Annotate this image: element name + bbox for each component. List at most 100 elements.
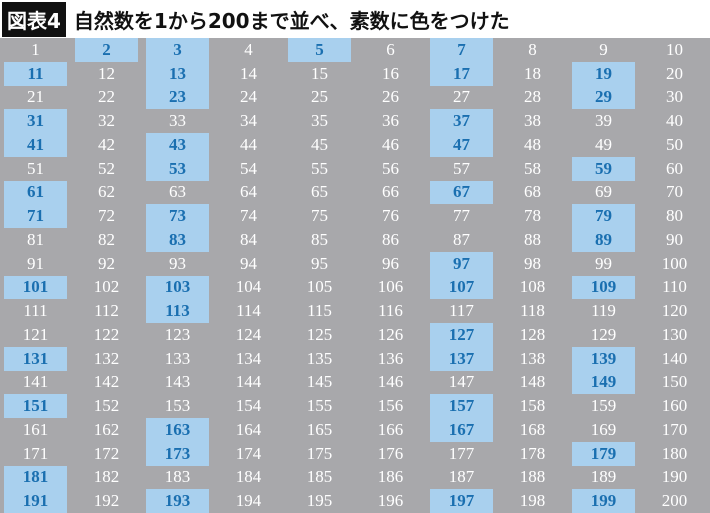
number-cell: 65 — [311, 182, 328, 202]
number-cell: 64 — [240, 182, 257, 202]
number-cell: 192 — [93, 491, 120, 511]
number-cell: 54 — [240, 158, 257, 178]
number-cell: 69 — [595, 182, 612, 202]
number-cell: 169 — [590, 419, 617, 439]
number-cell: 141 — [22, 372, 49, 392]
number-cell: 161 — [22, 419, 49, 439]
number-cell: 90 — [666, 229, 683, 249]
number-cell: 187 — [448, 467, 475, 487]
number-cell: 96 — [382, 253, 399, 273]
header: 図表4 自然数を1から200まで並べ、素数に色をつけた — [0, 0, 710, 38]
number-cell: 98 — [524, 253, 541, 273]
number-cell: 12 — [98, 63, 115, 83]
prime-cell: 79 — [572, 204, 635, 228]
prime-cell: 163 — [146, 418, 209, 442]
number-cell: 125 — [306, 324, 333, 344]
number-cell: 111 — [23, 301, 48, 321]
number-cell: 129 — [590, 324, 617, 344]
number-cell: 38 — [524, 111, 541, 131]
number-cell: 95 — [311, 253, 328, 273]
number-cell: 70 — [666, 182, 683, 202]
number-cell: 115 — [307, 301, 332, 321]
number-cell: 143 — [164, 372, 191, 392]
number-cell: 156 — [377, 396, 404, 416]
number-cell: 66 — [382, 182, 399, 202]
number-cell: 33 — [169, 111, 186, 131]
number-cell: 120 — [661, 301, 688, 321]
prime-cell: 71 — [4, 204, 67, 228]
prime-cell: 137 — [430, 346, 493, 371]
number-cell: 40 — [666, 111, 683, 131]
number-cell: 56 — [382, 158, 399, 178]
number-cell: 49 — [595, 134, 612, 154]
number-cell: 119 — [591, 301, 616, 321]
number-cell: 162 — [93, 419, 120, 439]
number-cell: 195 — [306, 491, 333, 511]
prime-cell: 179 — [572, 441, 635, 466]
number-cell: 123 — [164, 324, 191, 344]
prime-cell: 167 — [430, 418, 493, 442]
number-cell: 82 — [98, 229, 115, 249]
number-cell: 112 — [94, 301, 119, 321]
number-cell: 148 — [519, 372, 546, 392]
prime-cell: 19 — [572, 61, 635, 86]
prime-cell: 5 — [288, 38, 351, 62]
number-cell: 186 — [377, 467, 404, 487]
number-cell: 117 — [449, 301, 474, 321]
number-cell: 81 — [27, 229, 44, 249]
number-cell: 35 — [311, 111, 328, 131]
number-cell: 121 — [22, 324, 49, 344]
number-cell: 88 — [524, 229, 541, 249]
number-cell: 55 — [311, 158, 328, 178]
number-cell: 184 — [235, 467, 262, 487]
prime-cell: 89 — [572, 228, 635, 252]
number-cell: 106 — [377, 277, 404, 297]
number-cell: 15 — [311, 63, 328, 83]
number-cell: 145 — [306, 372, 333, 392]
number-cell: 132 — [93, 348, 120, 368]
number-cell: 93 — [169, 253, 186, 273]
number-cell: 24 — [240, 87, 257, 107]
number-cell: 136 — [377, 348, 404, 368]
number-cell: 174 — [235, 443, 262, 463]
number-cell: 185 — [306, 467, 333, 487]
number-cell: 170 — [661, 419, 688, 439]
number-cell: 110 — [662, 277, 687, 297]
number-cell: 105 — [306, 277, 333, 297]
number-cell: 183 — [164, 467, 191, 487]
number-cell: 102 — [93, 277, 120, 297]
number-cell: 171 — [22, 443, 49, 463]
number-table: 1 2 3 4 5 6 7 8 9 10 11 12 13 14 15 16 17 18 19 20 21 22 23 24 2… — [0, 38, 710, 513]
number-cell: 126 — [377, 324, 404, 344]
number-cell: 166 — [377, 419, 404, 439]
number-cell: 22 — [98, 87, 115, 107]
number-cell: 165 — [306, 419, 333, 439]
number-cell: 42 — [98, 134, 115, 154]
title: 自然数を1から200まで並べ、素数に色をつけた — [73, 8, 510, 33]
number-cell: 26 — [382, 87, 399, 107]
number-cell: 63 — [169, 182, 186, 202]
prime-cell: 199 — [572, 489, 635, 513]
prime-cell: 107 — [430, 275, 493, 300]
number-cell: 39 — [595, 111, 612, 131]
prime-cell: 67 — [430, 180, 493, 205]
number-cell: 164 — [235, 419, 262, 439]
number-cell: 57 — [453, 158, 470, 178]
number-cell: 188 — [519, 467, 546, 487]
number-cell: 182 — [93, 467, 120, 487]
number-cell: 80 — [666, 206, 683, 226]
prime-cell: 73 — [146, 204, 209, 228]
prime-cell: 7 — [430, 38, 493, 62]
number-cell: 134 — [235, 348, 262, 368]
prime-cell: 131 — [4, 346, 67, 371]
number-cell: 118 — [520, 301, 545, 321]
prime-cell: 2 — [75, 38, 138, 62]
number-cell: 14 — [240, 63, 257, 83]
number-cell: 8 — [528, 39, 537, 59]
number-cell: 32 — [98, 111, 115, 131]
number-cell: 135 — [306, 348, 333, 368]
prime-cell: 83 — [146, 228, 209, 252]
prime-cell: 61 — [4, 180, 67, 205]
number-cell: 30 — [666, 87, 683, 107]
prime-cell: 29 — [572, 85, 635, 110]
